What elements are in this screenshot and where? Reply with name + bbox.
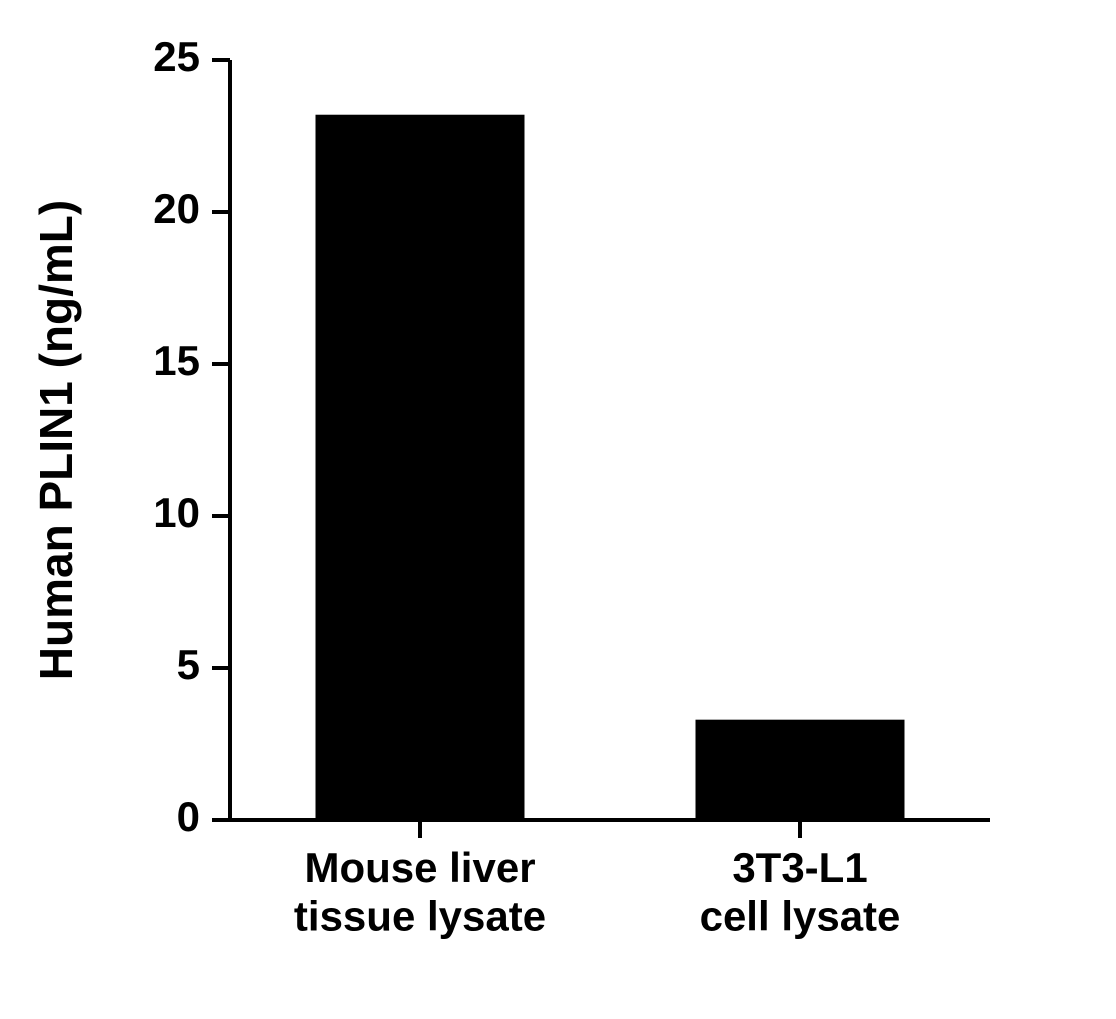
y-axis-label: Human PLIN1 (ng/mL) bbox=[30, 200, 82, 680]
y-tick-label: 20 bbox=[153, 185, 200, 232]
x-tick-label: Mouse livertissue lysate bbox=[294, 844, 546, 939]
bar-chart: 0 5 10 15 20 25 Human PLIN1 (ng/mL) Mouse liver… bbox=[0, 0, 1116, 1014]
y-tick-label: 10 bbox=[153, 489, 200, 536]
y-tick-label: 15 bbox=[153, 337, 200, 384]
bar bbox=[316, 115, 525, 820]
chart-svg: 0 5 10 15 20 25 Human PLIN1 (ng/mL) Mouse liver… bbox=[0, 0, 1116, 1014]
y-tick-label: 25 bbox=[153, 33, 200, 80]
y-tick-label: 0 bbox=[177, 793, 200, 840]
y-tick-label: 5 bbox=[177, 641, 200, 688]
bar bbox=[696, 720, 905, 820]
